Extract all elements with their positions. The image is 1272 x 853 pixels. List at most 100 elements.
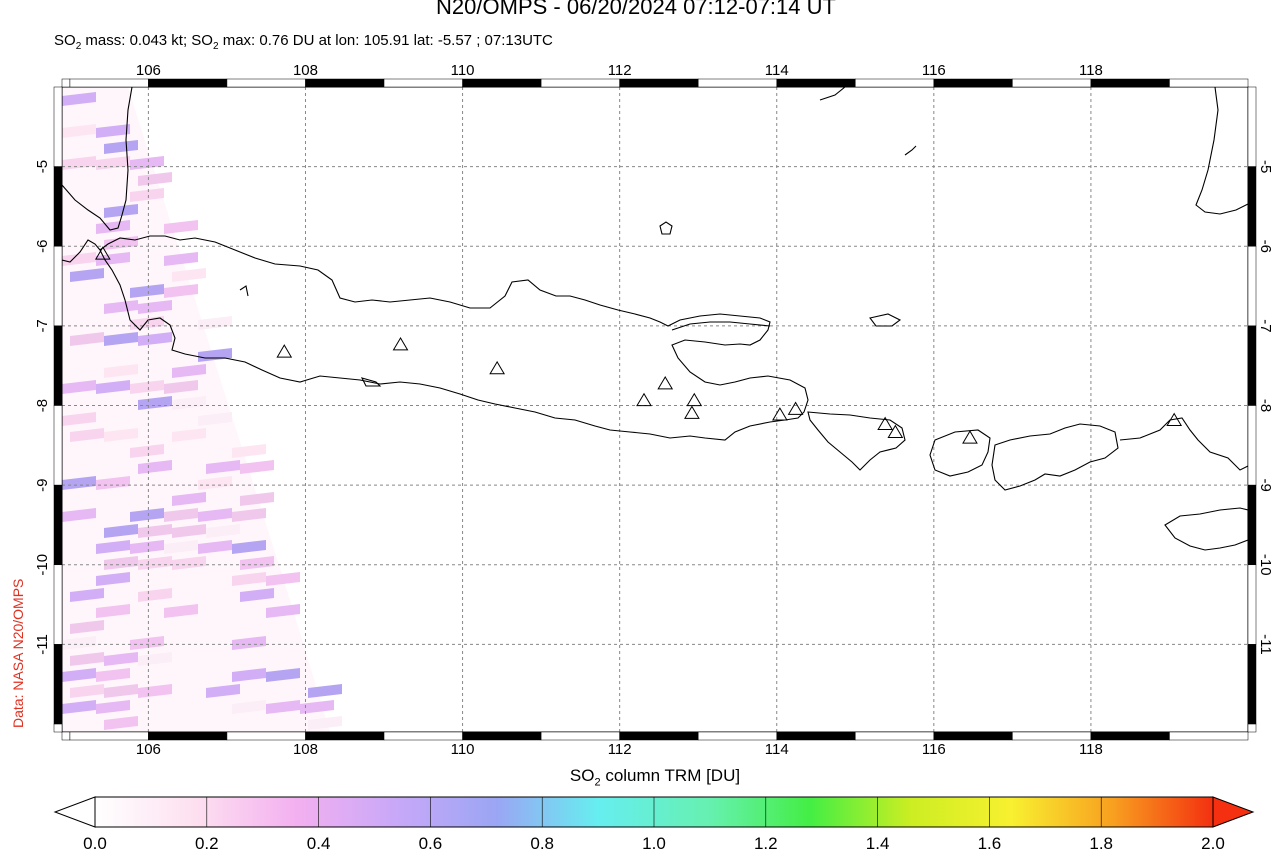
colorbar-label: SO2 column TRM [DU] bbox=[0, 766, 1272, 788]
lombok-coast bbox=[929, 429, 991, 477]
lat-labels-left: -5 -6 -7 -8 -9 -10 -11 bbox=[34, 160, 51, 655]
frame-bar-top-4 bbox=[383, 78, 463, 88]
frame-bar-top-2 bbox=[226, 78, 306, 88]
frame-bar-top-6 bbox=[540, 78, 620, 88]
volcano-marker-0 bbox=[94, 246, 111, 260]
so2-pixel bbox=[62, 700, 96, 714]
lat-tick-label-left-4: -9 bbox=[34, 478, 51, 491]
so2-pixel bbox=[232, 508, 266, 522]
coastlines bbox=[62, 87, 1248, 551]
so2-pixel bbox=[104, 204, 138, 218]
frame-bar-bottom-11 bbox=[933, 731, 1013, 741]
frame-bar-left-6 bbox=[53, 564, 63, 645]
so2-pixel bbox=[62, 668, 96, 682]
so2-pixel bbox=[164, 220, 198, 234]
so2-pixel bbox=[232, 636, 266, 650]
so2-pixel bbox=[240, 588, 274, 602]
so2-pixel bbox=[130, 380, 164, 394]
so2-pixel bbox=[172, 268, 206, 282]
so2-pixel bbox=[130, 636, 164, 650]
so2-pixel bbox=[232, 540, 266, 554]
so2-pixel bbox=[240, 492, 274, 506]
so2-pixel bbox=[104, 652, 138, 666]
so2-pixel bbox=[96, 476, 130, 490]
so2-pixel bbox=[164, 508, 198, 522]
seribu-islet bbox=[239, 285, 249, 297]
so2-pixel bbox=[138, 556, 172, 570]
so2-pixel bbox=[240, 556, 274, 570]
mass-prefix: SO bbox=[54, 32, 76, 49]
so2-pixel bbox=[232, 700, 266, 714]
so2-pixel bbox=[138, 396, 172, 410]
lon-tick-label-top-2: 110 bbox=[451, 62, 475, 79]
frame-bar-right-6 bbox=[1247, 564, 1257, 645]
so2-pixel bbox=[130, 316, 164, 330]
frame-bar-bottom-5 bbox=[462, 731, 542, 741]
so2-pixel bbox=[308, 684, 342, 698]
so2-pixel bbox=[138, 684, 172, 698]
so2-pixel bbox=[62, 380, 96, 394]
so2-pixel bbox=[300, 700, 334, 714]
so2-pixel bbox=[104, 428, 138, 442]
so2-pixel bbox=[62, 476, 96, 490]
frame-bar-left-0 bbox=[53, 86, 63, 167]
so2-pixel bbox=[96, 380, 130, 394]
volcano-marker-6 bbox=[686, 392, 703, 407]
frame-bar-right-5 bbox=[1247, 484, 1257, 566]
java-coast bbox=[99, 235, 809, 441]
frame-bar-top-11 bbox=[933, 78, 1013, 88]
so2-pixel bbox=[130, 540, 164, 554]
so2-pixel bbox=[266, 700, 300, 714]
colorbar-tick-label-7: 1.4 bbox=[866, 834, 890, 853]
so2-pixel bbox=[138, 588, 172, 602]
frame-bar-right-0 bbox=[1247, 86, 1257, 167]
frame-bar-right-7 bbox=[1247, 644, 1257, 725]
so2-pixel bbox=[62, 508, 96, 522]
so2-pixel bbox=[232, 444, 266, 458]
so2-pixel bbox=[198, 540, 232, 554]
frame-bar-right-3 bbox=[1247, 325, 1257, 406]
lat-tick-label-left-5: -10 bbox=[34, 554, 51, 576]
sumba-coast bbox=[1164, 507, 1248, 551]
frame-bar-top-start bbox=[61, 78, 71, 88]
volcano-marker-1 bbox=[276, 344, 293, 358]
cbar-label-prefix: SO bbox=[569, 766, 595, 785]
kangean-island bbox=[869, 313, 902, 327]
so2-pixel bbox=[164, 604, 198, 618]
frame-bar-left-8 bbox=[53, 723, 63, 733]
nusakambangan-island bbox=[360, 377, 382, 387]
frame-bar-bottom-3 bbox=[305, 731, 385, 741]
frame-bar-bottom-1 bbox=[148, 731, 228, 741]
colorbar-tick-label-2: 0.4 bbox=[307, 834, 331, 853]
frame-bar-bottom-9 bbox=[776, 731, 856, 741]
volcano-marker-8 bbox=[772, 407, 788, 421]
so2-pixel bbox=[104, 300, 138, 314]
so2-pixel bbox=[138, 332, 172, 346]
so2-pixel bbox=[308, 716, 342, 730]
volcano-marker-7 bbox=[684, 405, 700, 419]
so2-pixel bbox=[70, 428, 104, 442]
lon-tick-label-top-4: 114 bbox=[765, 62, 789, 79]
so2-pixel bbox=[138, 652, 172, 666]
so2-pixel bbox=[96, 700, 130, 714]
frame-bar-bottom-13 bbox=[1090, 731, 1170, 741]
so2-pixel bbox=[70, 268, 104, 282]
so2-pixel bbox=[62, 412, 96, 426]
so2-pixel bbox=[104, 684, 138, 698]
so2-pixel bbox=[172, 556, 206, 570]
so2-pixel bbox=[266, 604, 300, 618]
so2-pixel bbox=[104, 140, 138, 154]
frame-bar-right-2 bbox=[1247, 246, 1257, 327]
lat-tick-label-right-5: -10 bbox=[1257, 554, 1272, 576]
frame-bar-bottom-7 bbox=[619, 731, 699, 741]
frame-bar-top-5 bbox=[462, 78, 542, 88]
colorbar-tick-label-8: 1.6 bbox=[978, 834, 1002, 853]
lat-tick-label-left-1: -6 bbox=[34, 240, 51, 253]
volcano-markers bbox=[94, 246, 1183, 444]
frame-bar-left-1 bbox=[53, 166, 63, 247]
so2-pixel bbox=[62, 124, 96, 138]
so2-pixel bbox=[198, 316, 232, 330]
so2-pixel bbox=[96, 668, 130, 682]
so2-pixel bbox=[70, 620, 104, 634]
